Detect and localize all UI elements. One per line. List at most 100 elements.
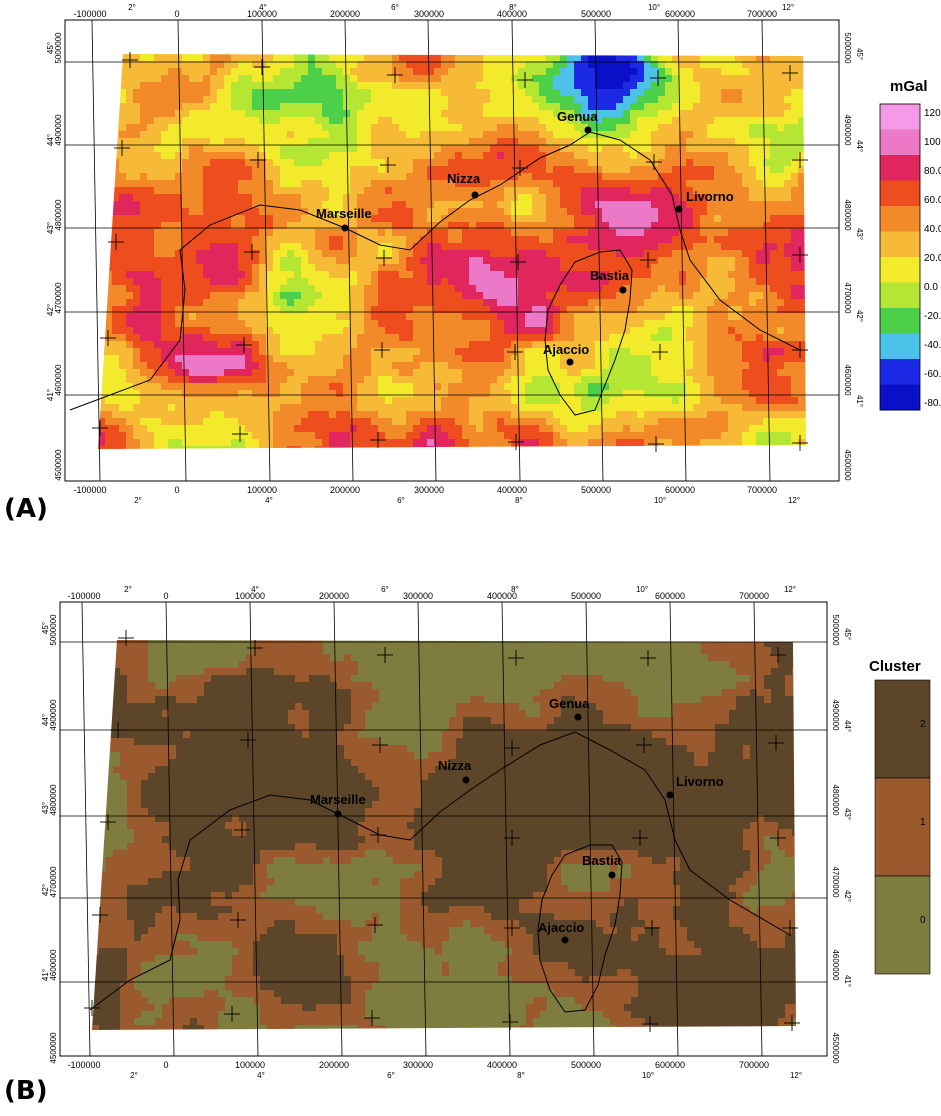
raster-cell xyxy=(630,180,637,187)
raster-cell xyxy=(630,138,637,145)
raster-cell xyxy=(798,376,805,383)
raster-cell xyxy=(140,362,147,369)
raster-cell xyxy=(679,61,686,68)
raster-cell xyxy=(798,180,805,187)
raster-cell xyxy=(147,145,154,152)
raster-cell xyxy=(679,145,686,152)
raster-cell xyxy=(329,278,336,285)
raster-cell xyxy=(133,243,140,250)
raster-cell xyxy=(175,313,182,320)
raster-cell xyxy=(329,292,336,299)
raster-cell xyxy=(546,306,553,313)
raster-cell xyxy=(665,54,672,61)
raster-cell xyxy=(294,145,301,152)
raster-cell xyxy=(602,61,609,68)
raster-cell xyxy=(756,306,763,313)
raster-cell xyxy=(98,103,105,110)
raster-cell xyxy=(602,348,609,355)
raster-cell xyxy=(343,369,350,376)
raster-cell xyxy=(630,208,637,215)
raster-cell xyxy=(189,124,196,131)
raster-cell xyxy=(518,250,525,257)
raster-cell xyxy=(357,173,364,180)
raster-cell xyxy=(567,264,574,271)
raster-cell xyxy=(210,222,217,229)
raster-cell xyxy=(651,89,658,96)
raster-cell xyxy=(665,180,672,187)
raster-cell xyxy=(462,250,469,257)
raster-cell xyxy=(693,243,700,250)
raster-cell xyxy=(210,117,217,124)
raster-cell xyxy=(378,61,385,68)
raster-cell xyxy=(693,173,700,180)
raster-cell xyxy=(182,61,189,68)
raster-cell xyxy=(581,362,588,369)
raster-cell xyxy=(238,229,245,236)
raster-cell xyxy=(665,222,672,229)
raster-cell xyxy=(679,201,686,208)
raster-cell xyxy=(392,180,399,187)
raster-cell xyxy=(679,159,686,166)
raster-cell xyxy=(98,110,105,117)
raster-cell xyxy=(462,152,469,159)
raster-cell xyxy=(756,75,763,82)
raster-cell xyxy=(336,54,343,61)
raster-cell xyxy=(511,208,518,215)
raster-cell xyxy=(126,152,133,159)
raster-cell xyxy=(518,159,525,166)
raster-cell xyxy=(595,103,602,110)
raster-cell xyxy=(392,117,399,124)
raster-cell xyxy=(336,75,343,82)
raster-cell xyxy=(385,285,392,292)
raster-cell xyxy=(644,292,651,299)
raster-cell xyxy=(763,61,770,68)
raster-cell xyxy=(133,320,140,327)
raster-cell xyxy=(784,285,791,292)
raster-cell xyxy=(483,327,490,334)
raster-cell xyxy=(385,124,392,131)
raster-cell xyxy=(224,278,231,285)
raster-cell xyxy=(714,362,721,369)
raster-cell xyxy=(672,201,679,208)
raster-cell xyxy=(595,173,602,180)
raster-cell xyxy=(357,138,364,145)
raster-cell xyxy=(287,152,294,159)
raster-cell xyxy=(399,299,406,306)
raster-cell xyxy=(294,348,301,355)
raster-cell xyxy=(735,390,742,397)
raster-cell xyxy=(560,180,567,187)
raster-cell xyxy=(168,362,175,369)
raster-cell xyxy=(259,292,266,299)
raster-cell xyxy=(434,264,441,271)
raster-cell xyxy=(546,348,553,355)
raster-cell xyxy=(693,355,700,362)
raster-cell xyxy=(441,89,448,96)
raster-cell xyxy=(672,320,679,327)
raster-cell xyxy=(161,355,168,362)
raster-cell xyxy=(434,194,441,201)
raster-cell xyxy=(441,82,448,89)
raster-cell xyxy=(784,229,791,236)
raster-cell xyxy=(651,299,658,306)
raster-cell xyxy=(308,250,315,257)
raster-cell xyxy=(539,229,546,236)
raster-cell xyxy=(329,159,336,166)
raster-cell xyxy=(497,173,504,180)
raster-cell xyxy=(770,152,777,159)
raster-cell xyxy=(441,194,448,201)
raster-cell xyxy=(651,145,658,152)
raster-cell xyxy=(623,313,630,320)
raster-cell xyxy=(623,208,630,215)
raster-cell xyxy=(161,82,168,89)
raster-cell xyxy=(357,236,364,243)
raster-cell xyxy=(644,390,651,397)
raster-cell xyxy=(539,145,546,152)
raster-cell xyxy=(735,236,742,243)
raster-cell xyxy=(560,369,567,376)
raster-cell xyxy=(175,89,182,96)
raster-cell xyxy=(777,131,784,138)
raster-cell xyxy=(336,348,343,355)
raster-cell xyxy=(399,243,406,250)
raster-cell xyxy=(462,383,469,390)
raster-cell xyxy=(623,362,630,369)
